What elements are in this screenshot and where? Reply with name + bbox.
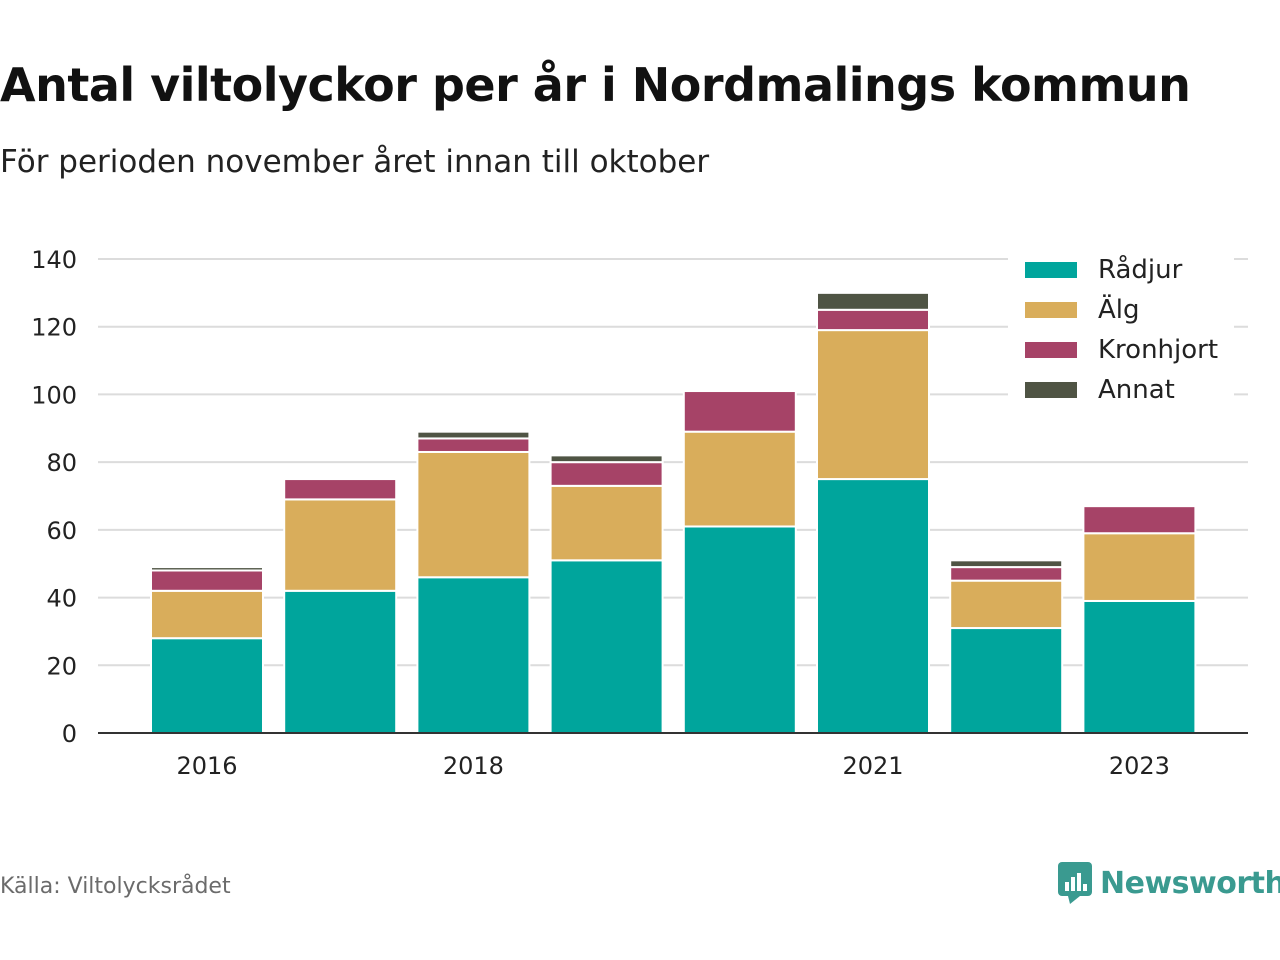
- bar-segment: [816, 478, 930, 735]
- y-tick-label: 100: [31, 381, 77, 409]
- chart-title: Antal viltolyckor per år i Nordmalings k…: [0, 58, 1191, 112]
- bar-segment: [283, 498, 398, 592]
- bar-segment: [150, 569, 264, 592]
- bar-segment: [549, 454, 664, 464]
- y-tick-label: 40: [46, 585, 77, 613]
- bar-segment: [682, 430, 797, 528]
- bar-segment: [416, 437, 531, 453]
- legend-label: Rådjur: [1098, 254, 1183, 285]
- legend-label: Älg: [1098, 293, 1140, 325]
- legend-swatch: [1025, 262, 1077, 278]
- y-tick-label: 0: [62, 720, 77, 748]
- bar-segment: [816, 329, 930, 481]
- y-tick-label: 140: [31, 246, 77, 274]
- bar-segment: [1082, 599, 1197, 735]
- bar-segment: [1082, 505, 1197, 535]
- newsworthy-logo-icon: [1058, 862, 1092, 904]
- bar-segment: [283, 478, 398, 501]
- chart-subtitle: För perioden november året innan till ok…: [0, 144, 710, 180]
- y-tick-label: 120: [31, 314, 77, 342]
- bar-segment: [949, 559, 1064, 569]
- bar-segment: [150, 589, 264, 640]
- legend-swatch: [1025, 342, 1077, 358]
- source-note: Källa: Viltolycksrådet: [0, 874, 231, 899]
- bar-segment: [949, 579, 1064, 630]
- bar-segment: [816, 308, 930, 332]
- bar-segment: [549, 484, 664, 562]
- bar-segment: [949, 566, 1064, 582]
- legend-swatch: [1025, 302, 1077, 318]
- x-tick-label: 2018: [443, 752, 504, 780]
- y-tick-label: 20: [46, 652, 77, 680]
- bar-segment: [682, 390, 797, 433]
- bar-segment: [283, 589, 398, 734]
- bar-segment: [416, 450, 531, 579]
- legend-label: Annat: [1098, 375, 1175, 405]
- bar-segment: [949, 627, 1064, 734]
- bar-segment: [416, 576, 531, 734]
- x-tick-label: 2021: [842, 752, 903, 780]
- bar-segment: [682, 525, 797, 734]
- bar-segment: [150, 637, 264, 735]
- legend-swatch: [1025, 382, 1077, 398]
- bar-segment: [816, 291, 930, 311]
- x-tick-label: 2023: [1109, 752, 1170, 780]
- bar-segment: [150, 566, 264, 572]
- bar-segment: [1082, 532, 1197, 602]
- bar-segment: [549, 461, 664, 487]
- x-tick-label: 2016: [176, 752, 237, 780]
- brand-name: Newsworthy: [1100, 865, 1280, 901]
- bar-segment: [549, 559, 664, 734]
- bar-segment: [416, 430, 531, 440]
- legend-label: Kronhjort: [1098, 335, 1218, 365]
- y-tick-label: 60: [46, 517, 77, 545]
- y-tick-label: 80: [46, 449, 77, 477]
- brand-logo: Newsworthy: [1058, 862, 1280, 904]
